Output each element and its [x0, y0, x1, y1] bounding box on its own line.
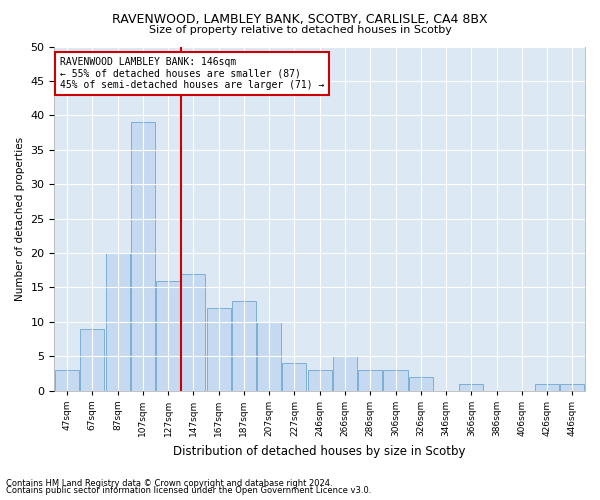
Bar: [560, 384, 584, 391]
Text: RAVENWOOD LAMBLEY BANK: 146sqm
← 55% of detached houses are smaller (87)
45% of : RAVENWOOD LAMBLEY BANK: 146sqm ← 55% of …: [60, 57, 324, 90]
Bar: [106, 253, 130, 391]
Bar: [308, 370, 332, 391]
Bar: [156, 280, 180, 391]
Bar: [358, 370, 382, 391]
X-axis label: Distribution of detached houses by size in Scotby: Distribution of detached houses by size …: [173, 444, 466, 458]
Bar: [383, 370, 407, 391]
Bar: [181, 274, 205, 391]
Bar: [333, 356, 357, 391]
Text: Size of property relative to detached houses in Scotby: Size of property relative to detached ho…: [149, 25, 451, 35]
Text: Contains public sector information licensed under the Open Government Licence v3: Contains public sector information licen…: [6, 486, 371, 495]
Text: Contains HM Land Registry data © Crown copyright and database right 2024.: Contains HM Land Registry data © Crown c…: [6, 478, 332, 488]
Text: RAVENWOOD, LAMBLEY BANK, SCOTBY, CARLISLE, CA4 8BX: RAVENWOOD, LAMBLEY BANK, SCOTBY, CARLISL…: [112, 12, 488, 26]
Bar: [459, 384, 484, 391]
Bar: [80, 329, 104, 391]
Bar: [55, 370, 79, 391]
Bar: [409, 377, 433, 391]
Bar: [206, 308, 230, 391]
Bar: [232, 302, 256, 391]
Bar: [535, 384, 559, 391]
Bar: [131, 122, 155, 391]
Y-axis label: Number of detached properties: Number of detached properties: [15, 136, 25, 300]
Bar: [257, 322, 281, 391]
Bar: [283, 363, 307, 391]
